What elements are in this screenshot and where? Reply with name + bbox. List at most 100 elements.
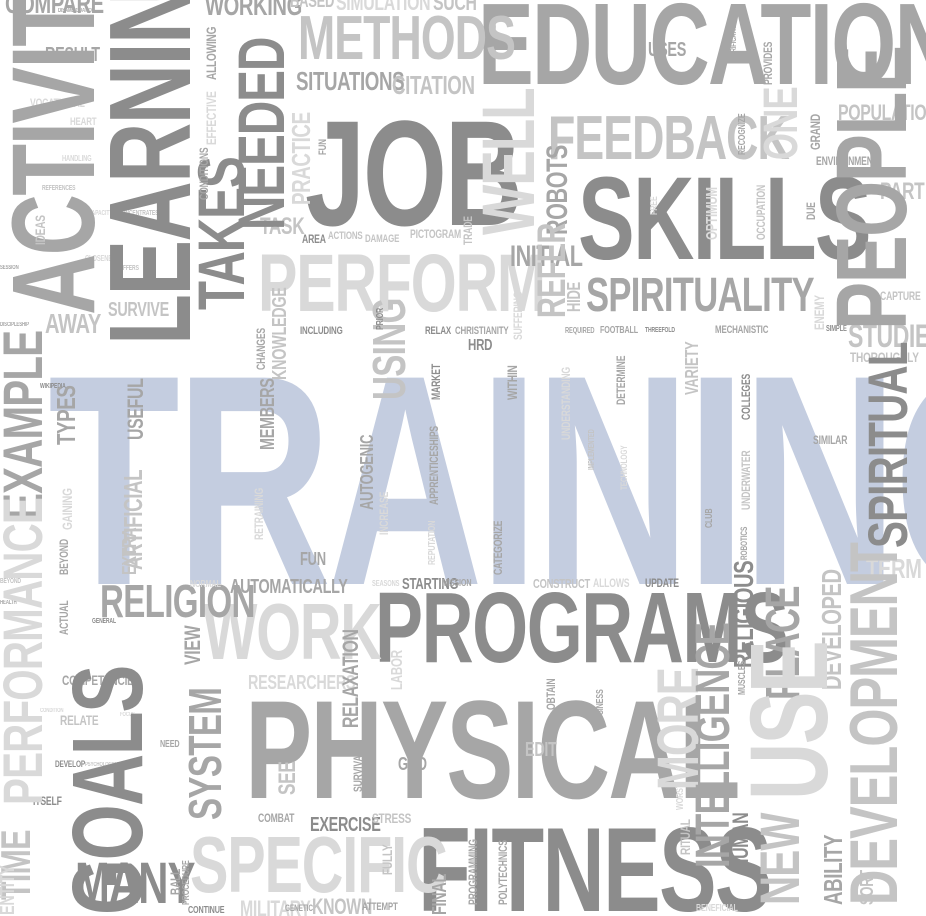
word-beyond: BEYOND xyxy=(0,578,21,585)
word-term: TERM xyxy=(866,553,922,584)
word-references: REFERENCES xyxy=(42,185,76,192)
vertical-word-programming: PROGRAMMING xyxy=(466,839,480,905)
word-thoroughly: THOROUGHLY xyxy=(850,349,919,365)
vertical-word-relaxation: RELAXATION xyxy=(338,629,363,728)
vertical-word-understanding: UNDERSTANDING xyxy=(559,367,573,440)
vertical-word-retraining: RETRAINING xyxy=(252,487,266,540)
vertical-word-obtain: OBTAIN xyxy=(544,678,558,710)
vertical-word-knowledge: KNOWLEDGE xyxy=(269,287,291,380)
vertical-word-recognize: RECOGNIZE xyxy=(737,113,748,155)
word-continue: CONTINUE xyxy=(188,905,225,916)
word-differs: DIFFERS xyxy=(118,265,139,272)
vertical-word-gaining: GAINING xyxy=(59,488,75,530)
vertical-word-example: EXAMPLE xyxy=(0,330,54,520)
word-such: SUCH xyxy=(433,0,477,15)
vertical-word-changes: CHANGES xyxy=(254,328,268,370)
vertical-word-apprenticeships: APPRENTICESHIPS xyxy=(427,425,441,505)
vertical-word-view: VIEW xyxy=(180,625,205,665)
vertical-word-one: ONE xyxy=(755,87,808,160)
vertical-word-conditions: CONDITIONS xyxy=(197,147,211,200)
vertical-word-increase: INCREASE xyxy=(377,491,391,535)
word-task: TASK xyxy=(260,213,305,240)
word-psychological: PSYCHOLOGICAL xyxy=(85,762,122,768)
vertical-word-system: SYSTEM xyxy=(179,687,231,820)
vertical-word-within: WITHIN xyxy=(504,365,520,400)
word-perform: PERFORM xyxy=(258,238,546,329)
word-stress: STRESS xyxy=(372,810,412,826)
vertical-word-spiritual: SPIRITUAL xyxy=(856,342,919,548)
word-relax: RELAX xyxy=(425,325,452,337)
word-closeness: CLOSENESS xyxy=(85,254,120,263)
word-skills: SKILLS xyxy=(578,153,872,285)
vertical-word-reputation: REPUTATION xyxy=(427,520,438,565)
vertical-word-development: DEVELOPMENT xyxy=(836,543,912,905)
vertical-word-members: MEMBERS xyxy=(257,378,279,450)
word-damage: DAMAGE xyxy=(365,233,400,245)
word-fitness: FITNESS xyxy=(418,803,772,916)
word-discipleship: DISCIPLESHIP xyxy=(0,322,29,328)
vertical-word-muscles: MUSCLES xyxy=(737,660,748,695)
word-attempt: ATTEMPT xyxy=(362,901,398,913)
vertical-word-beyond: BEYOND xyxy=(57,539,71,575)
vertical-word-autogenic: AUTOGENIC xyxy=(357,434,377,510)
word-genetic: GENETIC xyxy=(285,903,313,913)
word-population: POPULATION xyxy=(838,100,926,125)
word-including: INCLUDING xyxy=(300,325,343,337)
word-feedback: FEEDBACK xyxy=(548,104,790,173)
vertical-word-suffering: SUFFERING xyxy=(511,291,525,340)
vertical-word-using: USING xyxy=(363,298,415,400)
word-working: WORKING xyxy=(205,0,302,21)
word-job: JOB xyxy=(305,89,523,257)
vertical-word-goals: GOALS xyxy=(52,666,164,915)
word-simulation: SIMULATION xyxy=(336,0,431,15)
word-pictogram: PICTOGRAM xyxy=(410,227,462,241)
word-result: RESULT xyxy=(45,44,100,66)
word-allows: ALLOWS xyxy=(593,576,630,590)
word-god: GOD xyxy=(398,754,427,774)
vertical-word-robotics: ROBOTICS xyxy=(739,526,749,560)
word-normal: NORMAL xyxy=(190,579,221,590)
vertical-word-due: DUE xyxy=(804,202,818,220)
word-military: MILITARY xyxy=(240,896,311,916)
vertical-word-types: TYPES xyxy=(51,385,81,445)
vertical-word-actual: ACTUAL xyxy=(57,600,71,635)
vertical-word-final: FINAL xyxy=(429,874,451,915)
word-need: NEED xyxy=(160,739,180,750)
word-edit: EDIT xyxy=(525,739,557,761)
word-itself: ITSELF xyxy=(33,794,62,808)
vertical-word-worst: WORST xyxy=(675,783,686,810)
vertical-word-effective: EFFECTIVE xyxy=(203,91,219,145)
vertical-word-entity: ENTITY xyxy=(0,865,19,915)
vertical-word-extra: EXTRA xyxy=(119,527,141,575)
word-construct: CONSTRUCT xyxy=(533,576,591,591)
word-researchers: RESEARCHERS xyxy=(248,672,356,694)
word-area: AREA xyxy=(302,232,326,246)
word-relate: RELATE xyxy=(60,712,99,728)
word-disambiguation: DISAMBIGUATION xyxy=(58,8,95,14)
vertical-word-grand: GRAND xyxy=(807,114,823,150)
vertical-word-club: CLUB xyxy=(704,508,715,528)
word-away: AWAY xyxy=(45,308,101,339)
word-condition: CONDITION xyxy=(40,708,64,714)
word-football: FOOTBALL xyxy=(600,325,639,336)
vertical-word-free: FREE xyxy=(649,196,660,215)
word-combat: COMBAT xyxy=(258,811,295,825)
word-compare: COMPARE xyxy=(5,0,104,19)
word-heart: HEART xyxy=(70,116,97,128)
word-environment: ENVIRONMENT xyxy=(816,154,878,168)
word-studies: STUDIES xyxy=(848,318,926,354)
vertical-word-prior: PRIOR xyxy=(375,307,386,330)
vertical-word-allowing: ALLOWING xyxy=(203,26,219,80)
word-programs: PROGRAMS xyxy=(375,572,789,684)
word-update: UPDATE xyxy=(645,576,679,590)
word-part: PART xyxy=(880,178,925,205)
word-beneficial: BENEFICIAL xyxy=(696,903,738,914)
vertical-word-fun: FUN xyxy=(317,139,329,155)
word-concentrates: CONCENTRATES xyxy=(118,210,159,217)
vertical-word-market: MARKET xyxy=(429,364,443,400)
word-uses: USES xyxy=(648,39,687,61)
vertical-word-optimum: OPTIMUM xyxy=(704,187,721,240)
vertical-word-procedure: PROCEDURE xyxy=(181,860,192,905)
word-based: BASED xyxy=(290,0,335,11)
